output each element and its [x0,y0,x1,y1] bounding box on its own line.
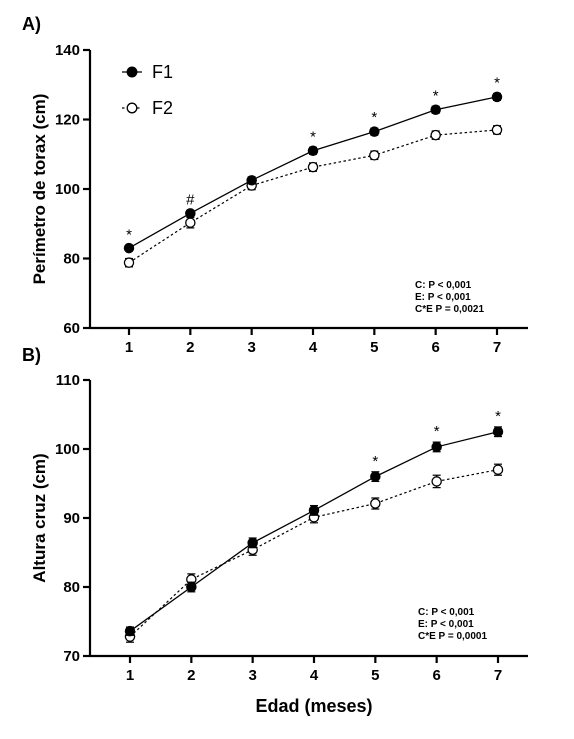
data-point-f1 [431,441,442,453]
legend-label: F2 [152,98,173,118]
significance-asterisk: * [494,74,500,91]
significance-asterisk: * [126,226,132,243]
data-point-f2 [491,124,503,136]
data-point-f1 [430,104,441,116]
x-tick-label: 3 [247,339,255,356]
stats-annotation: E: P < 0,001 [415,292,471,303]
y-tick-label: 80 [63,579,80,596]
significance-asterisk: * [372,453,378,470]
data-point-f1 [370,471,381,482]
y-tick-label: 70 [63,648,80,665]
y-tick-label: 80 [63,251,80,268]
significance-asterisk: * [371,109,377,126]
stats-annotation: C: P < 0,001 [415,280,472,291]
panel-label: A) [22,14,41,34]
data-point-f1 [185,208,196,219]
data-point-f1 [124,625,136,637]
x-tick-label: 1 [125,339,133,356]
x-tick-label: 4 [310,667,319,684]
chart-panel-b: B) 70 80 90 100 110 1 2 3 4 5 6 7 Altura cruz (cm) Eda… [22,345,528,716]
legend-marker-f2 [126,102,138,114]
x-tick-label: 5 [371,667,379,684]
significance-hash: # [186,192,195,209]
x-tick-label: 1 [126,667,134,684]
x-axis-label: Edad (meses) [255,696,372,716]
significance-asterisk: * [495,408,501,425]
data-point-f1 [247,537,258,549]
data-point-f2 [185,217,196,228]
x-tick-label: 2 [187,667,195,684]
significance-asterisk: * [433,87,439,104]
y-tick-label: 60 [63,320,80,337]
y-tick-label: 140 [55,42,80,59]
chart-panel-a: A) 60 80 100 120 140 1 2 3 4 5 6 7 Perímetro de torax… [22,14,528,356]
y-tick-label: 100 [55,181,80,198]
data-point-f2 [123,257,135,268]
data-point-f2 [431,476,442,487]
stats-annotation: E: P < 0,001 [418,619,474,630]
y-axis-label: Perímetro de torax (cm) [30,94,49,285]
data-point-f1 [492,426,504,437]
data-point-f1 [186,581,197,593]
panel-label: B) [22,345,41,365]
stats-annotation: C*E P = 0,0001 [418,631,487,642]
data-point-f1 [246,175,257,186]
legend-label: F1 [152,62,173,82]
y-tick-label: 120 [55,112,80,129]
data-point-f2 [430,129,441,141]
x-tick-label: 3 [248,667,256,684]
y-tick-label: 100 [55,441,80,458]
x-tick-label: 7 [494,667,502,684]
stats-annotation: C: P < 0,001 [418,607,475,618]
data-point-f2 [369,150,380,161]
x-tick-label: 6 [431,339,439,356]
data-point-f1 [308,505,320,516]
x-tick-label: 7 [493,339,501,356]
data-point-f2 [492,464,504,475]
data-point-f1 [369,126,380,137]
significance-asterisk: * [434,423,440,440]
legend-marker-f1 [126,66,138,78]
series-line-f1 [129,431,499,632]
significance-asterisk: * [310,128,316,145]
x-tick-label: 6 [432,667,440,684]
x-tick-label: 5 [370,339,378,356]
data-point-f1 [491,91,503,103]
data-point-f2 [370,498,381,509]
y-axis-label: Altura cruz (cm) [30,453,49,582]
data-point-f2 [307,161,319,173]
x-tick-label: 2 [186,339,194,356]
x-tick-label: 4 [309,339,318,356]
series-line-f1 [128,96,498,249]
stats-annotation: C*E P = 0,0021 [415,304,484,315]
y-tick-label: 90 [63,510,80,527]
data-point-f1 [307,145,319,157]
data-point-f1 [123,242,135,254]
y-tick-label: 110 [56,372,80,389]
